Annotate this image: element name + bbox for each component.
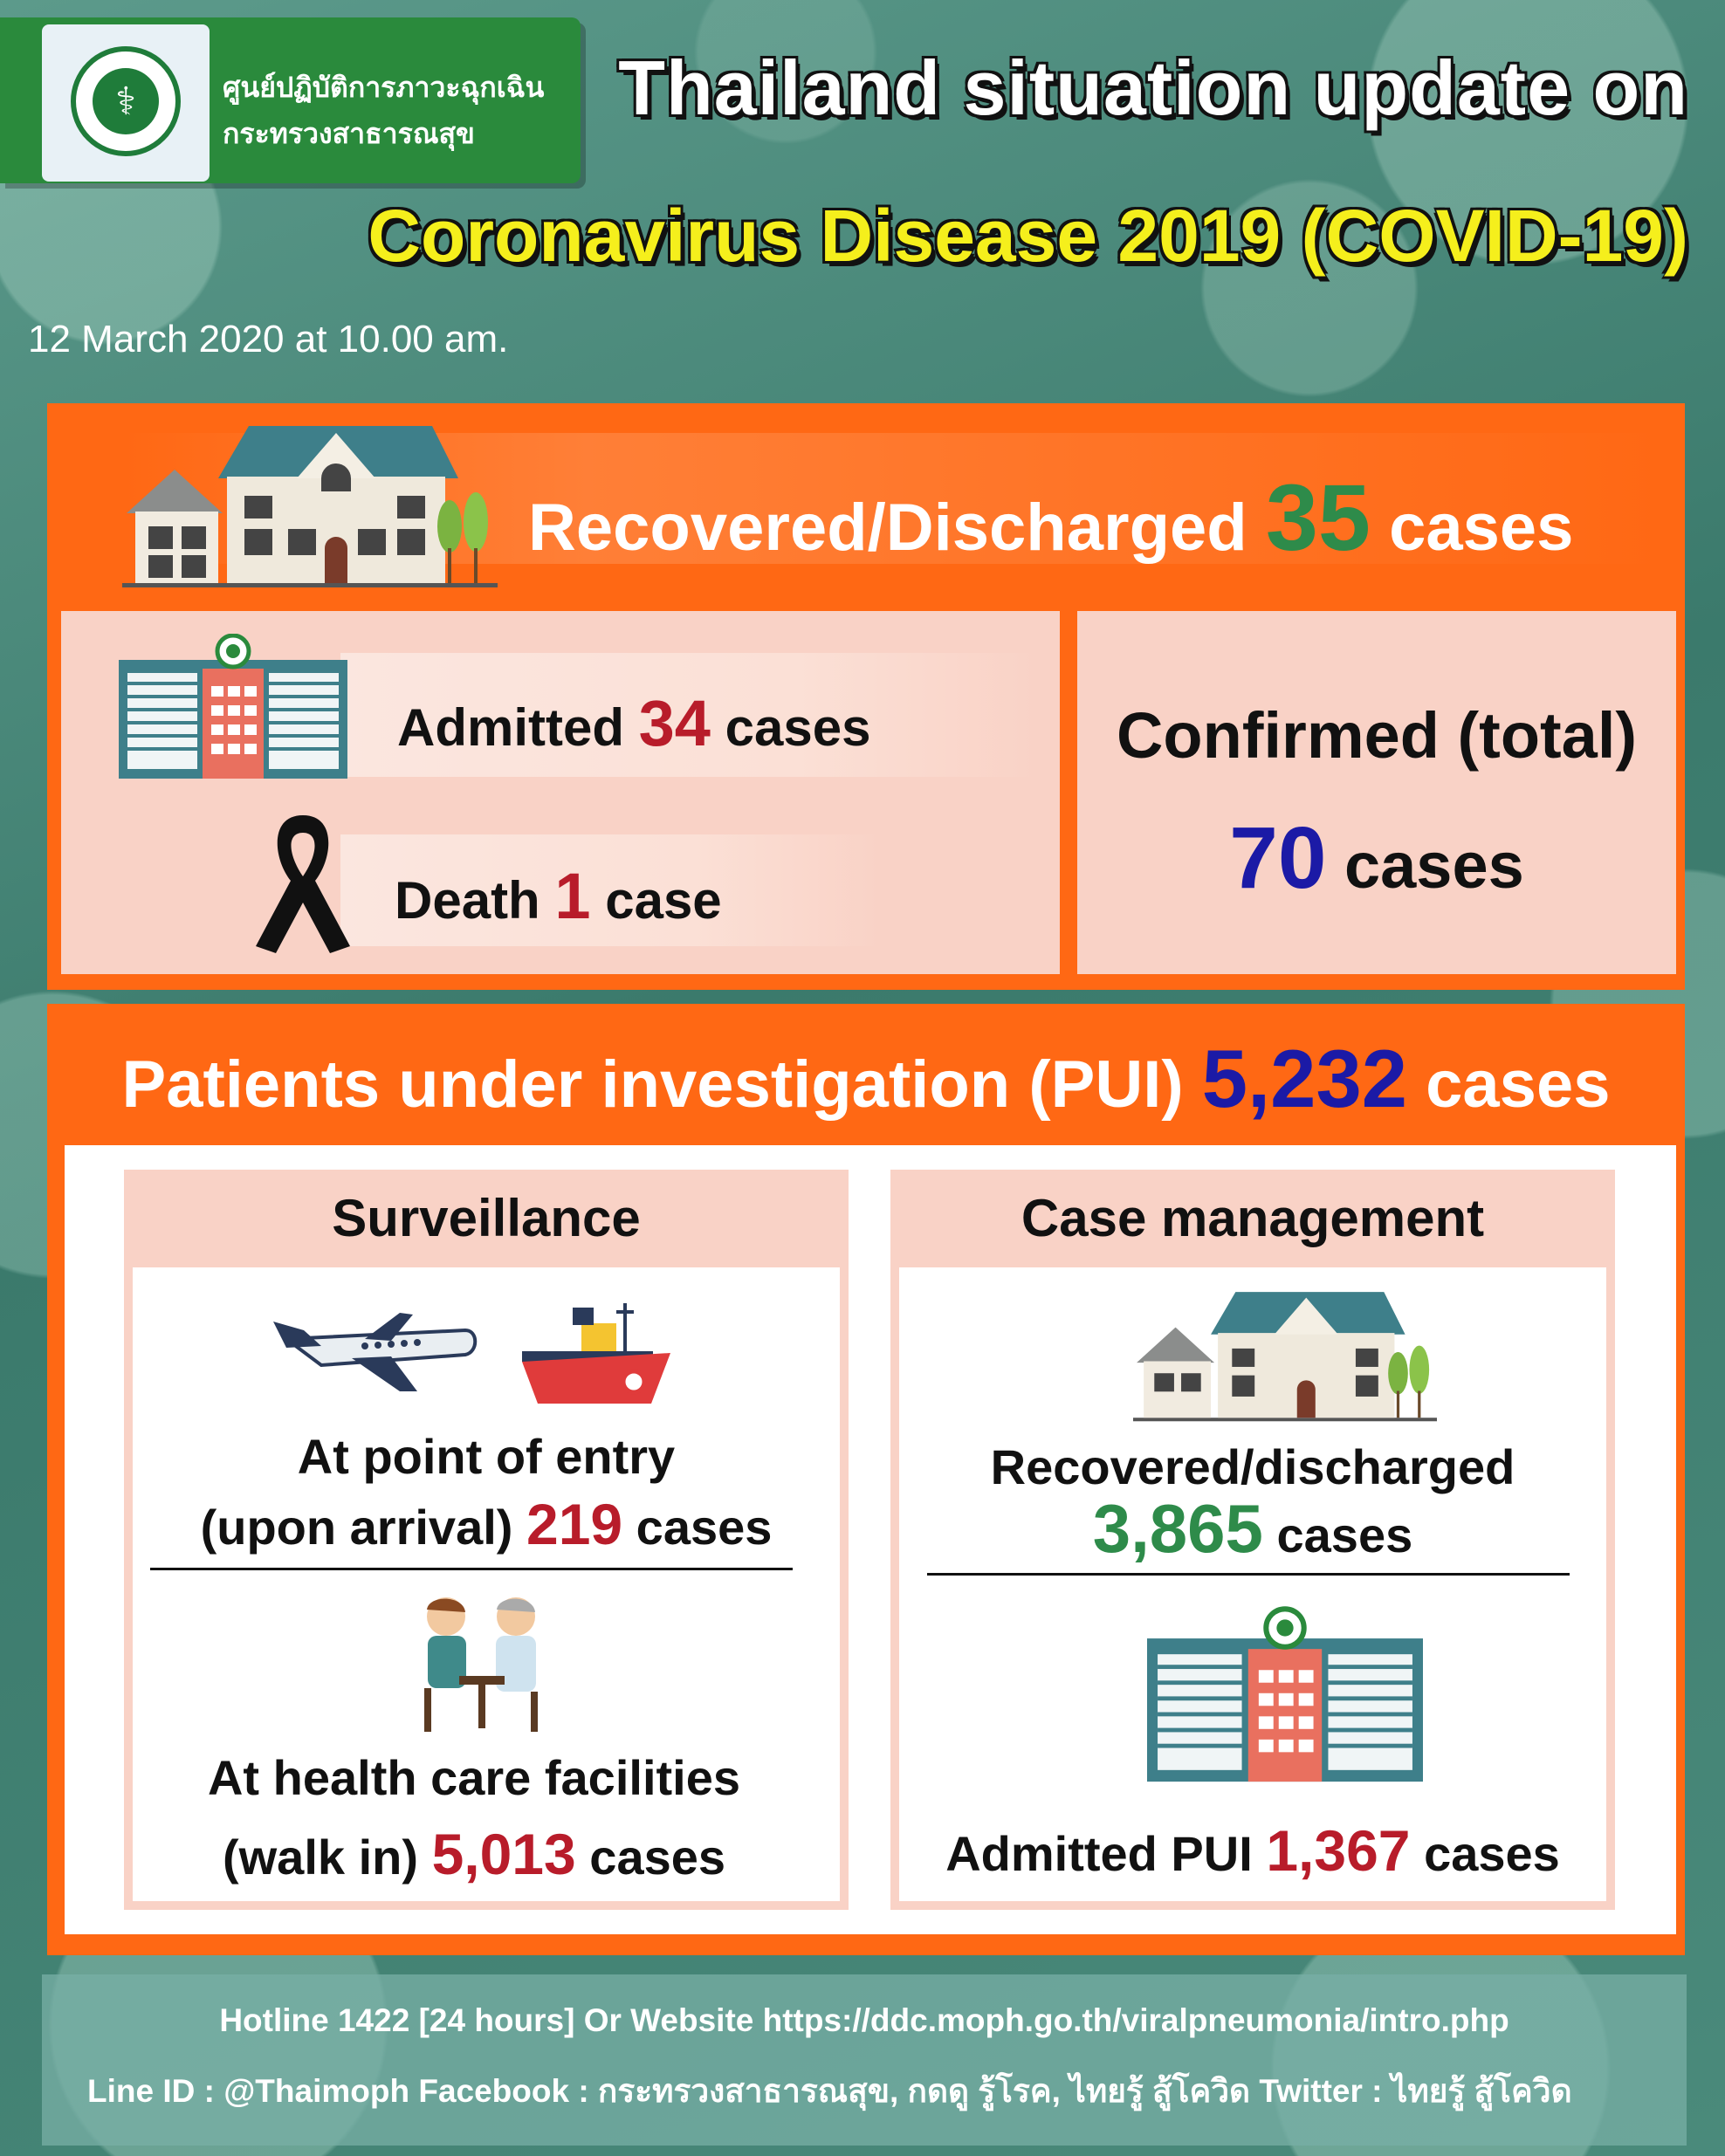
admitted-label: Admitted	[397, 698, 624, 757]
pui-headline: Patients under investigation (PUI) 5,232…	[47, 1032, 1685, 1126]
admitted-strip	[340, 653, 1039, 777]
admitted-stat: Admitted 34 cases	[397, 686, 871, 760]
recovered-summary: Recovered/Discharged 35 cases	[528, 463, 1573, 572]
admitted-value: 34	[638, 687, 711, 759]
death-strip	[340, 834, 882, 946]
surveillance-body	[133, 1267, 840, 1901]
hospital-icon	[1147, 1606, 1423, 1782]
cm-admitted-label: Admitted PUI	[945, 1826, 1253, 1881]
facility-value: 5,013	[431, 1822, 576, 1886]
death-stat: Death 1 case	[395, 859, 722, 933]
report-date: 12 March 2020 at 10.00 am.	[28, 318, 509, 360]
confirmed-box	[1077, 611, 1676, 974]
doctor-patient-icon	[424, 1597, 538, 1732]
surveillance-title: Surveillance	[124, 1170, 849, 1266]
hospital-icon	[119, 634, 347, 779]
footer-hotline: Hotline 1422 [24 hours] Or Website https…	[219, 2002, 1509, 2038]
confirmed-value: 70	[1229, 809, 1327, 907]
moph-logo-banner: ⚕ ศูนย์ปฏิบัติการภาวะฉุกเฉิน กระทรวงสาธา…	[0, 17, 581, 183]
death-unit: case	[605, 871, 722, 930]
divider	[150, 1568, 793, 1570]
ship-icon	[522, 1303, 670, 1404]
entry-unit: cases	[636, 1500, 773, 1555]
facility-line1: At health care facilities	[207, 1750, 740, 1805]
divider	[927, 1573, 1570, 1576]
death-label: Death	[395, 871, 540, 930]
entry-prefix: (upon arrival)	[200, 1500, 513, 1555]
org-name-line1: ศูนย์ปฏิบัติการภาวะฉุกเฉิน	[223, 72, 545, 103]
facility-line2: (walk in) 5,013 cases	[120, 1821, 828, 1887]
facility-unit: cases	[589, 1830, 726, 1885]
footer-social: Line ID : @Thaimoph Facebook : กระทรวงสา…	[87, 2073, 1572, 2109]
moph-seal-icon: ⚕	[42, 24, 210, 182]
footer-contact: Hotline 1422 [24 hours] Or Website https…	[42, 1974, 1687, 2146]
confirmed-label: Confirmed (total)	[1116, 699, 1638, 772]
death-value: 1	[554, 860, 591, 932]
cm-admitted-value: 1,367	[1266, 1818, 1411, 1883]
recovered-unit: cases	[1389, 491, 1574, 565]
title-line1: Thailand situation update on	[618, 45, 1688, 131]
black-ribbon-icon	[256, 815, 350, 953]
org-name-line2: กระทรวงสาธารณสุข	[223, 118, 475, 149]
entry-value: 219	[526, 1492, 623, 1556]
admitted-unit: cases	[725, 698, 871, 757]
facility-prefix: (walk in)	[222, 1830, 418, 1885]
pui-label: Patients under investigation (PUI)	[121, 1047, 1184, 1122]
recovered-value: 35	[1265, 464, 1371, 570]
confirmed-unit: cases	[1344, 829, 1524, 902]
house-icon	[1133, 1292, 1437, 1422]
confirmed-stat: 70 cases	[1077, 808, 1676, 909]
entry-line2: (upon arrival) 219 cases	[133, 1491, 840, 1557]
airplane-icon	[273, 1313, 478, 1391]
house-icon	[122, 426, 498, 587]
cm-recovered-label: Recovered/discharged	[990, 1439, 1515, 1494]
cm-admitted-stat: Admitted PUI 1,367 cases	[899, 1817, 1606, 1884]
recovered-label: Recovered/Discharged	[528, 491, 1247, 565]
cm-recovered-value: 3,865	[1092, 1490, 1263, 1567]
pui-value: 5,232	[1201, 1033, 1408, 1124]
cm-recovered-stat: 3,865 cases	[899, 1489, 1606, 1569]
pui-unit: cases	[1426, 1047, 1611, 1122]
case-management-title: Case management	[890, 1170, 1615, 1266]
cm-admitted-unit: cases	[1424, 1826, 1560, 1881]
entry-line1: At point of entry	[297, 1429, 676, 1484]
cm-recovered-unit: cases	[1276, 1507, 1413, 1562]
title-line2: Coronavirus Disease 2019 (COVID-19)	[368, 195, 1688, 277]
